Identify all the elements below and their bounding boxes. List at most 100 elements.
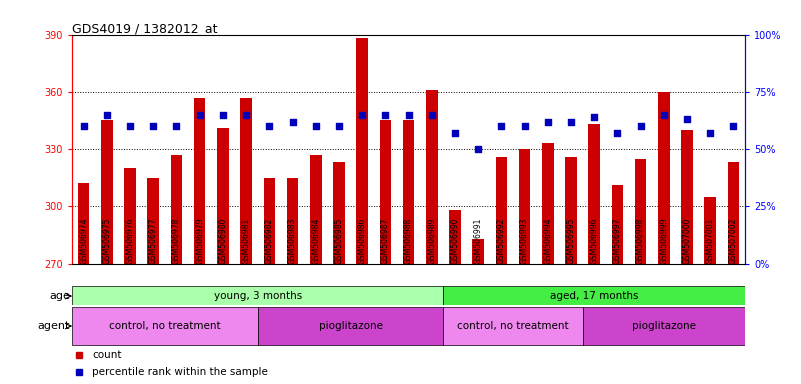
Point [449, 130, 461, 136]
Text: GSM506981: GSM506981 [242, 217, 251, 263]
FancyBboxPatch shape [72, 286, 443, 305]
FancyBboxPatch shape [258, 307, 443, 345]
Text: GSM506977: GSM506977 [149, 217, 158, 263]
Text: agent: agent [38, 321, 70, 331]
Point [147, 123, 159, 129]
Bar [634, 159, 646, 263]
Point [309, 123, 322, 129]
Text: GSM506996: GSM506996 [590, 217, 598, 263]
Text: GSM506979: GSM506979 [195, 217, 204, 263]
Text: GSM506990: GSM506990 [450, 217, 460, 263]
Text: GSM506976: GSM506976 [126, 217, 135, 263]
Text: GSM506980: GSM506980 [219, 217, 227, 263]
Text: GSM506989: GSM506989 [427, 217, 437, 263]
Point [611, 130, 624, 136]
Point [727, 123, 740, 129]
Bar [264, 178, 275, 263]
Bar [171, 155, 183, 263]
Bar [727, 162, 739, 263]
Text: GSM506994: GSM506994 [543, 217, 552, 263]
Bar [287, 178, 298, 263]
Bar [542, 143, 553, 263]
Text: GSM507002: GSM507002 [729, 217, 738, 263]
Bar [380, 121, 391, 263]
Point [565, 119, 578, 125]
Text: GSM506992: GSM506992 [497, 217, 505, 263]
Point [634, 123, 647, 129]
Point [402, 112, 415, 118]
Bar [473, 239, 484, 263]
Text: GSM506993: GSM506993 [520, 217, 529, 263]
Point [286, 119, 299, 125]
Text: GSM506999: GSM506999 [659, 217, 668, 263]
Bar [426, 90, 437, 263]
Text: GSM507001: GSM507001 [706, 217, 714, 263]
Text: GSM506995: GSM506995 [566, 217, 575, 263]
Text: GSM506974: GSM506974 [79, 217, 88, 263]
Point [239, 112, 252, 118]
FancyBboxPatch shape [443, 286, 745, 305]
Bar [449, 210, 461, 263]
Text: GSM506985: GSM506985 [334, 217, 344, 263]
Bar [78, 184, 90, 263]
Bar [194, 98, 206, 263]
Text: GSM506991: GSM506991 [473, 217, 483, 263]
FancyBboxPatch shape [443, 307, 582, 345]
Bar [124, 168, 136, 263]
Bar [333, 162, 344, 263]
Point [495, 123, 508, 129]
Point [263, 123, 276, 129]
Point [100, 112, 113, 118]
Bar [658, 92, 670, 263]
FancyBboxPatch shape [72, 307, 258, 345]
Text: GSM506987: GSM506987 [380, 217, 390, 263]
Bar [240, 98, 252, 263]
Point [170, 123, 183, 129]
Bar [496, 157, 507, 263]
Text: GSM506998: GSM506998 [636, 217, 645, 263]
Text: percentile rank within the sample: percentile rank within the sample [92, 367, 268, 377]
Point [216, 112, 229, 118]
Bar [566, 157, 577, 263]
Text: GSM506982: GSM506982 [265, 217, 274, 263]
Bar [310, 155, 321, 263]
Text: GSM506988: GSM506988 [404, 217, 413, 263]
Bar [101, 121, 113, 263]
FancyBboxPatch shape [582, 307, 745, 345]
Point [541, 119, 554, 125]
Point [704, 130, 717, 136]
Text: count: count [92, 350, 122, 360]
Text: GSM506986: GSM506986 [357, 217, 367, 263]
Bar [356, 38, 368, 263]
Bar [217, 128, 229, 263]
Text: GSM506978: GSM506978 [172, 217, 181, 263]
Point [588, 114, 601, 120]
Text: pioglitazone: pioglitazone [319, 321, 383, 331]
Text: control, no treatment: control, no treatment [109, 321, 221, 331]
Text: aged, 17 months: aged, 17 months [549, 291, 638, 301]
Point [518, 123, 531, 129]
Point [658, 112, 670, 118]
Text: GSM506997: GSM506997 [613, 217, 622, 263]
Text: GSM506984: GSM506984 [312, 217, 320, 263]
Point [123, 123, 136, 129]
Point [77, 123, 90, 129]
Text: GSM506983: GSM506983 [288, 217, 297, 263]
Point [425, 112, 438, 118]
Text: pioglitazone: pioglitazone [632, 321, 696, 331]
Bar [403, 121, 414, 263]
Point [193, 112, 206, 118]
Point [356, 112, 368, 118]
Bar [588, 124, 600, 263]
Bar [704, 197, 716, 263]
Bar [611, 185, 623, 263]
Bar [681, 130, 693, 263]
Text: GSM506975: GSM506975 [103, 217, 111, 263]
Point [332, 123, 345, 129]
Text: control, no treatment: control, no treatment [457, 321, 569, 331]
Bar [147, 178, 159, 263]
Bar [519, 149, 530, 263]
Text: young, 3 months: young, 3 months [214, 291, 302, 301]
Text: age: age [49, 291, 70, 301]
Text: GDS4019 / 1382012_at: GDS4019 / 1382012_at [72, 22, 218, 35]
